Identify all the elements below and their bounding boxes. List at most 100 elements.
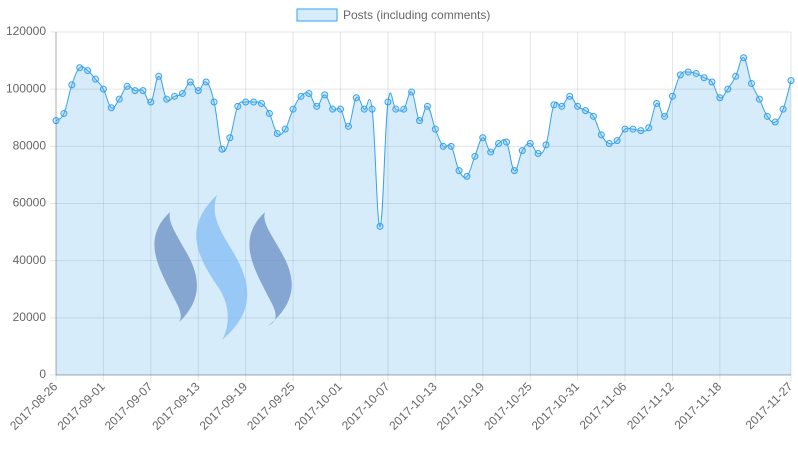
- point: [542, 141, 550, 149]
- point: [297, 92, 305, 100]
- point: [755, 95, 763, 103]
- x-tick-label: 2017-11-27: [743, 379, 796, 432]
- point: [637, 127, 645, 135]
- point: [732, 72, 740, 80]
- point: [202, 78, 210, 86]
- point: [629, 125, 637, 133]
- point: [621, 125, 629, 133]
- point: [352, 94, 360, 102]
- point: [779, 105, 787, 113]
- point: [463, 172, 471, 180]
- point: [582, 107, 590, 115]
- x-tick-label: 2017-09-13: [149, 379, 203, 433]
- point: [68, 81, 76, 89]
- point: [115, 95, 123, 103]
- point: [281, 125, 289, 133]
- x-tick-label: 2017-08-26: [7, 379, 61, 433]
- point: [305, 89, 313, 97]
- point: [60, 109, 68, 117]
- point: [171, 92, 179, 100]
- point: [487, 148, 495, 156]
- point: [107, 104, 115, 112]
- point: [242, 98, 250, 106]
- x-tick-label: 2017-10-01: [292, 379, 346, 433]
- x-tick-label: 2017-10-19: [434, 379, 488, 433]
- x-tick-label: 2017-10-07: [339, 379, 393, 433]
- point: [550, 101, 558, 109]
- point: [257, 99, 265, 107]
- x-tick-label: 2017-11-12: [624, 379, 677, 432]
- point: [408, 88, 416, 96]
- steem-logo: [154, 195, 292, 340]
- x-tick-label: 2017-10-31: [529, 379, 583, 433]
- x-tick-label: 2017-09-19: [197, 379, 251, 433]
- point: [273, 129, 281, 137]
- point: [250, 98, 258, 106]
- point: [99, 85, 107, 93]
- y-tick-label: 0: [39, 367, 46, 381]
- point: [163, 95, 171, 103]
- y-tick-label: 120000: [6, 24, 46, 38]
- point: [518, 147, 526, 155]
- point: [574, 102, 582, 110]
- point: [566, 92, 574, 100]
- point: [502, 138, 510, 146]
- point: [376, 222, 384, 230]
- point: [716, 94, 724, 102]
- point: [360, 105, 368, 113]
- x-tick-label: 2017-11-18: [672, 379, 725, 432]
- point: [645, 124, 653, 132]
- point: [526, 139, 534, 147]
- logo-shape: [249, 212, 292, 326]
- point: [329, 105, 337, 113]
- legend: Posts (including comments): [296, 8, 490, 22]
- point: [661, 112, 669, 120]
- point: [668, 92, 676, 100]
- point: [313, 102, 321, 110]
- x-tick-label: 2017-11-06: [577, 379, 630, 432]
- point: [384, 98, 392, 106]
- point: [605, 139, 613, 147]
- point: [479, 134, 487, 142]
- point: [613, 137, 621, 145]
- point: [495, 139, 503, 147]
- point: [265, 109, 273, 117]
- logo-shape: [196, 195, 248, 340]
- legend-swatch: [296, 8, 338, 22]
- point: [52, 117, 60, 125]
- point: [724, 85, 732, 93]
- y-tick-label: 80000: [13, 139, 47, 153]
- point: [684, 68, 692, 76]
- point: [76, 64, 84, 72]
- point: [589, 112, 597, 120]
- point: [439, 142, 447, 150]
- x-tick-label: 2017-09-07: [102, 379, 156, 433]
- point: [700, 74, 708, 82]
- point: [234, 102, 242, 110]
- point: [455, 167, 463, 175]
- point: [186, 78, 194, 86]
- point: [368, 105, 376, 113]
- point: [400, 105, 408, 113]
- point: [123, 82, 131, 90]
- point: [321, 91, 329, 99]
- x-tick-label: 2017-10-13: [386, 379, 440, 433]
- point: [534, 149, 542, 157]
- point: [131, 87, 139, 95]
- point: [289, 105, 297, 113]
- point: [392, 105, 400, 113]
- y-tick-label: 100000: [6, 81, 46, 95]
- point: [763, 112, 771, 120]
- point: [787, 77, 795, 85]
- point: [210, 98, 218, 106]
- point: [194, 87, 202, 95]
- point: [447, 142, 455, 150]
- point: [423, 102, 431, 110]
- logo-shape: [154, 212, 197, 326]
- point: [344, 122, 352, 130]
- point: [218, 145, 226, 153]
- point: [139, 87, 147, 95]
- point: [771, 118, 779, 126]
